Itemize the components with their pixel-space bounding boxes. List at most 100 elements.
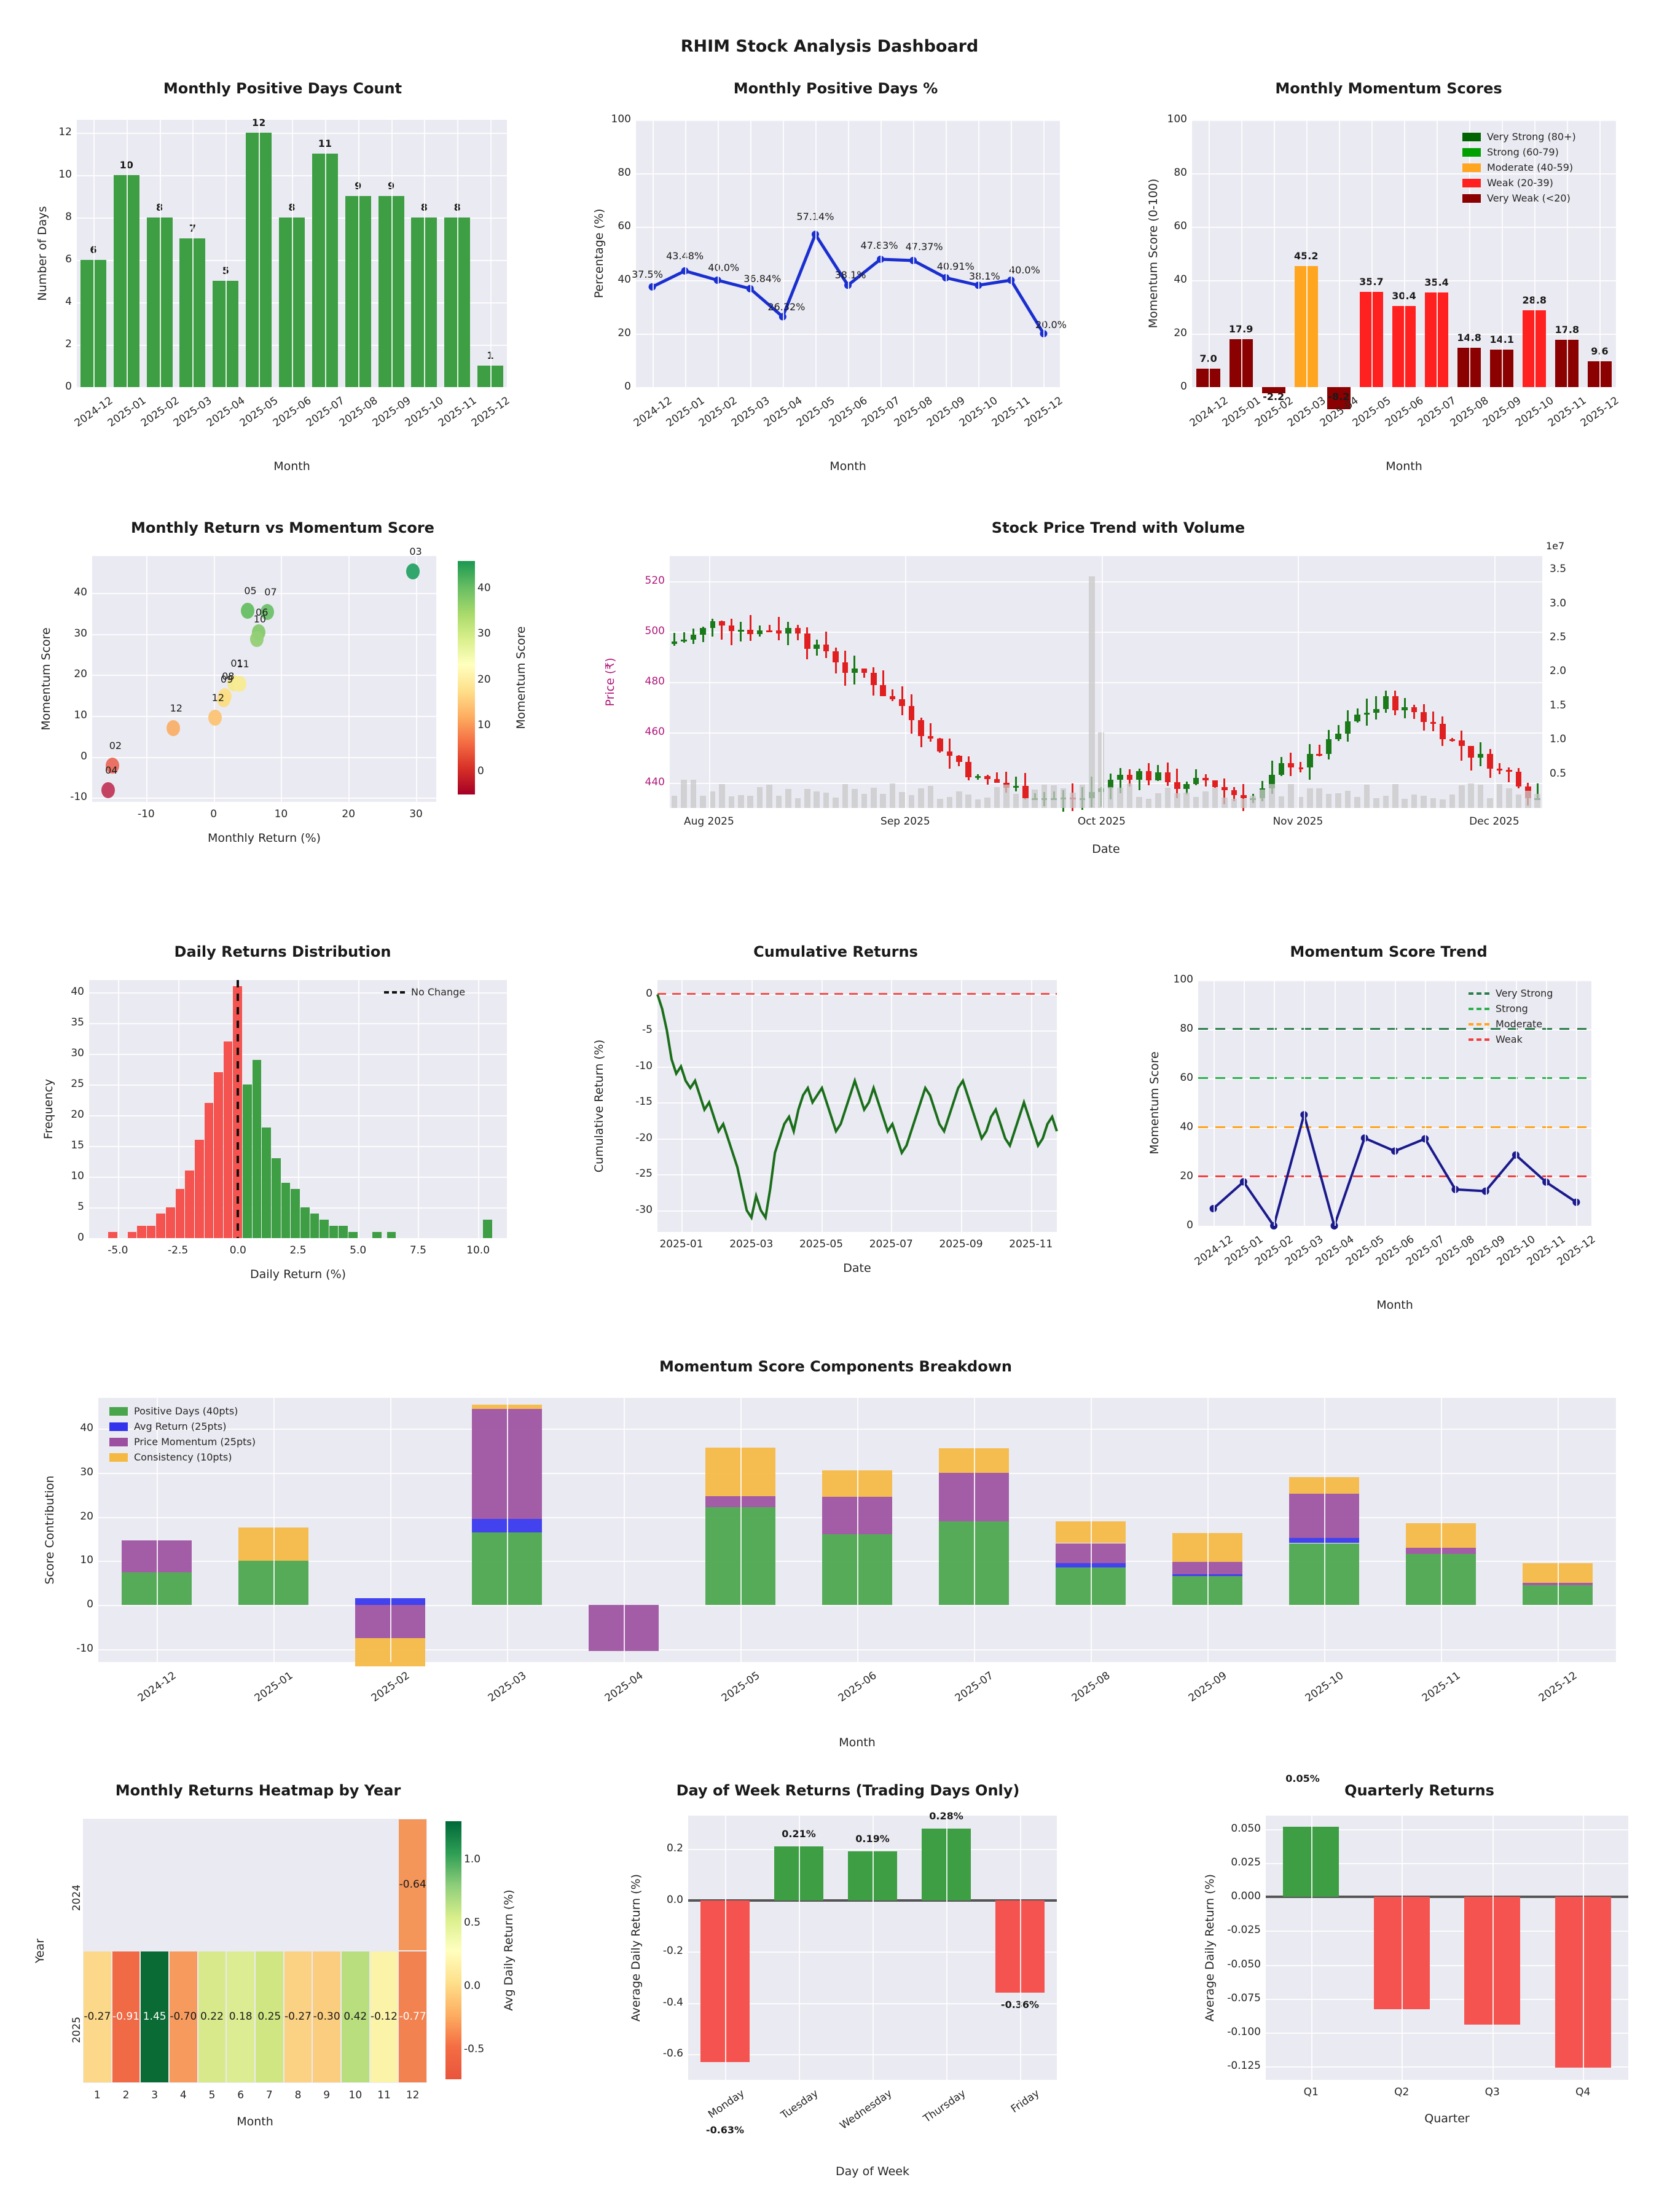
scatter-point[interactable] bbox=[261, 603, 275, 620]
candle-body[interactable] bbox=[671, 641, 678, 645]
histogram-bar[interactable] bbox=[281, 1183, 291, 1238]
candle-body[interactable] bbox=[1241, 795, 1247, 798]
candle-body[interactable] bbox=[775, 630, 782, 633]
bar[interactable] bbox=[774, 1846, 823, 1900]
histogram-bar[interactable] bbox=[482, 1220, 492, 1238]
bar[interactable] bbox=[1588, 361, 1612, 387]
histogram-bar[interactable] bbox=[243, 1084, 252, 1238]
scatter-point[interactable] bbox=[240, 602, 254, 619]
candle-body[interactable] bbox=[700, 628, 706, 635]
heatmap-cell[interactable] bbox=[112, 1951, 140, 2082]
heatmap-cell[interactable] bbox=[399, 1951, 426, 2082]
heatmap-cell[interactable] bbox=[141, 1951, 168, 2082]
candle-body[interactable] bbox=[937, 738, 943, 751]
candle-body[interactable] bbox=[1421, 712, 1427, 722]
candle-body[interactable] bbox=[1402, 707, 1408, 710]
heatmap-cell[interactable] bbox=[170, 1951, 197, 2082]
candle-body[interactable] bbox=[852, 669, 858, 673]
candle-body[interactable] bbox=[1335, 733, 1341, 739]
histogram-bar[interactable] bbox=[127, 1232, 137, 1238]
candle-body[interactable] bbox=[889, 696, 896, 700]
candle-body[interactable] bbox=[1477, 753, 1484, 758]
bar[interactable] bbox=[1327, 387, 1351, 409]
candle-body[interactable] bbox=[1506, 769, 1512, 772]
histogram-bar[interactable] bbox=[223, 1041, 233, 1238]
bar[interactable] bbox=[1294, 266, 1318, 387]
candle-body[interactable] bbox=[1231, 790, 1237, 796]
bar[interactable] bbox=[1196, 368, 1220, 387]
candle-body[interactable] bbox=[1222, 786, 1228, 791]
scatter-point[interactable] bbox=[249, 630, 264, 647]
candle-body[interactable] bbox=[842, 662, 849, 673]
candle-body[interactable] bbox=[681, 640, 687, 642]
candle-body[interactable] bbox=[1126, 774, 1133, 780]
scatter-point[interactable] bbox=[406, 563, 420, 580]
candle-body[interactable] bbox=[1278, 763, 1285, 775]
candle-body[interactable] bbox=[814, 644, 820, 649]
candle-body[interactable] bbox=[728, 625, 735, 631]
candle-body[interactable] bbox=[1136, 771, 1142, 780]
candle-body[interactable] bbox=[1288, 763, 1294, 767]
bar[interactable] bbox=[1457, 347, 1481, 387]
candle-body[interactable] bbox=[794, 628, 801, 633]
candle-body[interactable] bbox=[1117, 774, 1123, 780]
candle-body[interactable] bbox=[955, 756, 962, 762]
candle-body[interactable] bbox=[861, 669, 868, 673]
candle-body[interactable] bbox=[899, 699, 905, 707]
candle-body[interactable] bbox=[1449, 739, 1456, 742]
histogram-bar[interactable] bbox=[386, 1232, 396, 1238]
candle-body[interactable] bbox=[690, 634, 697, 640]
candle-body[interactable] bbox=[1193, 777, 1199, 785]
candle-body[interactable] bbox=[1316, 753, 1323, 756]
candle-body[interactable] bbox=[1468, 746, 1475, 758]
bar[interactable] bbox=[848, 1851, 897, 1900]
candle-body[interactable] bbox=[918, 720, 924, 737]
candle-body[interactable] bbox=[1440, 724, 1446, 740]
scatter-point[interactable] bbox=[166, 720, 180, 736]
bar[interactable] bbox=[995, 1900, 1045, 1993]
histogram-bar[interactable] bbox=[300, 1207, 310, 1238]
histogram-bar[interactable] bbox=[329, 1226, 339, 1238]
bar[interactable] bbox=[1523, 310, 1547, 387]
bar[interactable] bbox=[922, 1828, 971, 1900]
scatter-point[interactable] bbox=[233, 676, 247, 692]
histogram-bar[interactable] bbox=[146, 1226, 156, 1238]
histogram-bar[interactable] bbox=[204, 1103, 214, 1238]
candle-body[interactable] bbox=[1325, 739, 1332, 755]
candle-body[interactable] bbox=[1382, 696, 1389, 710]
histogram-bar[interactable] bbox=[137, 1226, 146, 1238]
histogram-bar[interactable] bbox=[108, 1232, 117, 1238]
bar[interactable] bbox=[700, 1900, 750, 2062]
candle-body[interactable] bbox=[1496, 769, 1503, 771]
candle-body[interactable] bbox=[1459, 740, 1465, 747]
candle-body[interactable] bbox=[871, 673, 877, 685]
histogram-bar[interactable] bbox=[339, 1226, 348, 1238]
histogram-bar[interactable] bbox=[252, 1060, 262, 1238]
bar[interactable] bbox=[1283, 1826, 1339, 1897]
bar[interactable] bbox=[1555, 339, 1579, 387]
candle-body[interactable] bbox=[1164, 772, 1171, 782]
candle-body[interactable] bbox=[785, 628, 791, 633]
candle-body[interactable] bbox=[1022, 786, 1029, 798]
candle-body[interactable] bbox=[984, 776, 990, 779]
bar[interactable] bbox=[1359, 291, 1384, 387]
candle-body[interactable] bbox=[1487, 753, 1493, 769]
heatmap-cell[interactable] bbox=[198, 1951, 226, 2082]
candle-body[interactable] bbox=[747, 630, 753, 635]
candle-body[interactable] bbox=[880, 684, 887, 696]
scatter-point[interactable] bbox=[101, 782, 116, 799]
scatter-point[interactable] bbox=[105, 758, 119, 774]
candle-body[interactable] bbox=[756, 630, 763, 635]
candle-body[interactable] bbox=[1212, 780, 1218, 787]
bar[interactable] bbox=[1490, 349, 1514, 387]
heatmap-cell[interactable] bbox=[399, 1819, 426, 1950]
heatmap-cell[interactable] bbox=[284, 1951, 312, 2082]
bar[interactable] bbox=[1392, 305, 1416, 387]
candle-body[interactable] bbox=[833, 651, 839, 662]
heatmap-cell[interactable] bbox=[342, 1951, 369, 2082]
candle-body[interactable] bbox=[1107, 779, 1114, 788]
candle-body[interactable] bbox=[823, 644, 830, 651]
candle-body[interactable] bbox=[766, 630, 772, 632]
candle-body[interactable] bbox=[975, 776, 981, 779]
candle-body[interactable] bbox=[1430, 721, 1437, 724]
